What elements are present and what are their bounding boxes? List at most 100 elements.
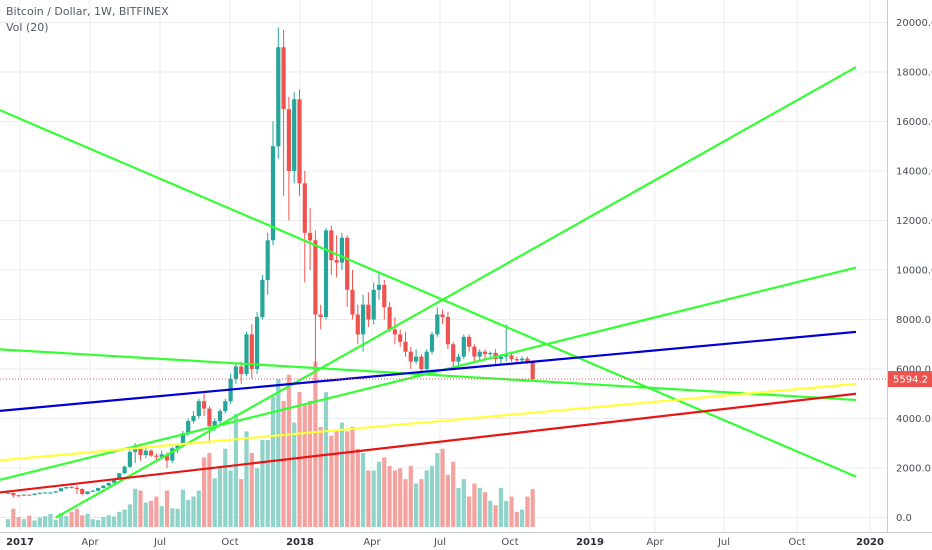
candle-body [196, 401, 201, 417]
candle-body [48, 492, 53, 494]
candle-body [270, 146, 276, 241]
volume-bar [424, 470, 429, 527]
volume-bar [509, 496, 514, 527]
trendline-green [0, 266, 857, 481]
candle-body [90, 490, 95, 492]
volume-bar [414, 483, 419, 527]
candle-body [281, 47, 286, 110]
candle [202, 393, 207, 417]
candle [260, 274, 265, 320]
candle [472, 344, 477, 362]
candle-body [509, 355, 514, 360]
time-axis[interactable]: 2017 Apr Jul Oct 2018 Apr Jul Oct 2019 Apr Jul Oct 2… [6, 537, 884, 548]
candle-body [408, 351, 413, 362]
candle [488, 351, 493, 357]
candle-body [96, 488, 101, 491]
candle-body [11, 492, 16, 496]
volume-bar [286, 374, 291, 527]
candle [286, 96, 291, 221]
candle-body [371, 289, 376, 320]
price-axis[interactable]: 0.0 2000.0 4000.0 6000.0 8000.0 10000.0 12000.… [896, 18, 932, 524]
candle [27, 494, 32, 496]
candle-body [355, 314, 360, 335]
volume-bar [350, 426, 355, 527]
candle-body [297, 99, 302, 184]
volume-bar [361, 453, 366, 527]
volume-bar [498, 487, 503, 527]
candle-body [212, 420, 217, 426]
candle-body [530, 361, 535, 380]
volume-bar [292, 422, 297, 527]
candle-body [37, 492, 42, 494]
candle [313, 230, 318, 369]
candle-body [376, 284, 382, 290]
volume-bar [37, 517, 42, 527]
candle [382, 279, 387, 320]
volume-bar [122, 509, 127, 527]
candle-body [313, 240, 318, 315]
candle-body [323, 230, 329, 318]
candle [355, 304, 360, 345]
candle-body [461, 336, 466, 357]
candle [361, 294, 366, 352]
volume-bar [196, 490, 201, 527]
volume-bar [154, 496, 159, 527]
volume-bar [223, 448, 228, 527]
candle [456, 354, 461, 367]
candle-body [451, 344, 456, 362]
volume-bar [419, 479, 424, 527]
candle-body [345, 237, 350, 290]
candle-body [498, 356, 503, 360]
time-tick-label: Oct [501, 537, 518, 548]
volume-bar [186, 500, 191, 527]
volume-bar [472, 483, 477, 527]
candle [223, 398, 228, 414]
price-tick-label: 10000.0 [896, 266, 932, 277]
volume-bar [355, 448, 360, 527]
candle-body [111, 479, 117, 483]
volume-bar [525, 496, 530, 527]
volume-bar [207, 453, 212, 527]
price-tick-label: 14000.0 [896, 167, 932, 178]
volume-bar [504, 500, 509, 527]
candle [530, 360, 535, 382]
candle [21, 494, 26, 496]
volume-bar [403, 479, 408, 527]
volume-bar [376, 461, 382, 527]
candle [207, 406, 212, 444]
candle-body [472, 346, 477, 357]
candle [32, 493, 37, 496]
volume-bar [451, 461, 456, 527]
volume-bar [493, 505, 498, 527]
time-tick-label: Jul [433, 537, 446, 548]
candle-body [387, 307, 392, 330]
candle [419, 354, 424, 374]
last-price-label: 5594.2 [888, 371, 932, 388]
price-tick-label: 12000.0 [896, 216, 932, 227]
volume-bar [276, 379, 281, 527]
candle [270, 121, 276, 246]
volume-bar [143, 502, 148, 527]
volume-bar [202, 457, 207, 527]
volume-bar [329, 435, 334, 527]
candle [467, 334, 472, 352]
candle-body [302, 183, 307, 233]
volume-bar [149, 500, 154, 527]
candle-body [138, 448, 143, 456]
price-tick-label: 2000.0 [896, 464, 931, 475]
candle-body [21, 494, 26, 496]
candle-body [164, 454, 170, 461]
candle [196, 398, 201, 419]
time-tick-label: Apr [646, 537, 664, 548]
volume-bar [334, 431, 339, 527]
volume-bar [133, 488, 138, 527]
candle-body [74, 487, 79, 490]
volume-bar [281, 400, 286, 527]
volume-bar [21, 519, 26, 527]
volume-bar [482, 492, 488, 527]
volume-bar [111, 516, 117, 527]
candle-body [149, 450, 154, 456]
candle-body [382, 284, 387, 308]
